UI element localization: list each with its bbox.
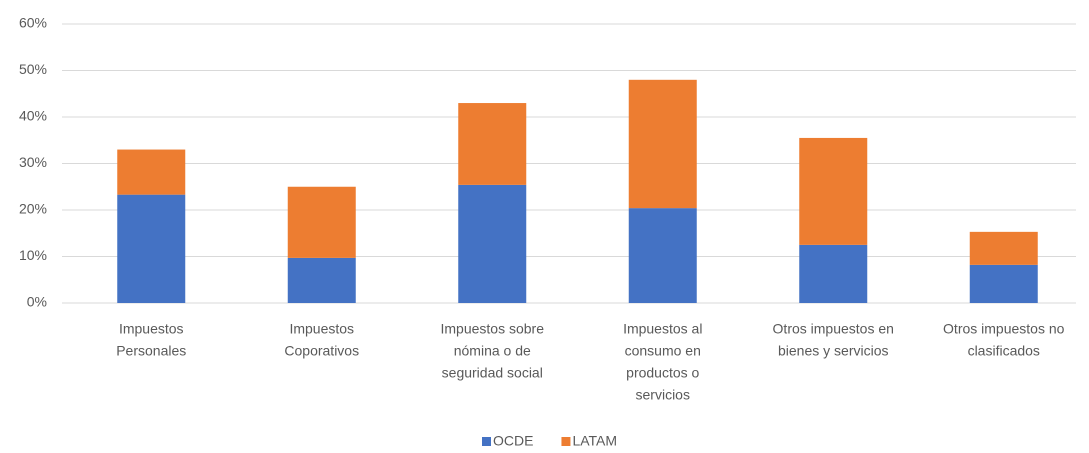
x-tick-label: consumo en [625,343,701,359]
bar-segment [287,257,356,303]
bar-segment [799,137,868,245]
x-tick-label: bienes y servicios [778,343,889,359]
legend-swatch [482,437,491,446]
y-tick-label: 20% [19,201,47,217]
x-tick-label: clasificados [968,343,1040,359]
bar-segment [117,194,186,303]
x-tick-label: servicios [636,387,690,403]
y-tick-label: 10% [19,247,47,263]
x-tick-label: Impuestos sobre [441,321,545,337]
bar-segment [458,184,527,303]
bar-segment [799,244,868,303]
x-tick-label: seguridad social [442,365,543,381]
legend-label: OCDE [493,433,533,449]
x-tick-label: productos o [626,365,699,381]
y-tick-label: 60% [19,15,47,31]
bar-segment [969,231,1038,265]
y-tick-label: 50% [19,61,47,77]
bar-segment [117,149,186,195]
x-tick-label: Coporativos [284,343,359,359]
y-tick-label: 40% [19,108,47,124]
x-tick-label: Otros impuestos en [773,321,894,337]
x-tick-label: Impuestos [119,321,184,337]
bar-segment [628,208,697,303]
bar-segment [287,186,356,258]
y-tick-label: 0% [27,294,47,310]
bar-segment [628,79,697,209]
x-tick-label: Impuestos [289,321,354,337]
legend-swatch [561,437,571,446]
x-tick-label: Personales [116,343,186,359]
y-tick-label: 30% [19,154,47,170]
bar-segment [458,103,527,185]
bar-segment [969,264,1038,303]
x-tick-label: Otros impuestos no [943,321,1065,337]
legend-label: LATAM [572,433,617,449]
x-tick-label: Impuestos al [623,321,702,337]
x-tick-label: nómina o de [454,343,531,359]
